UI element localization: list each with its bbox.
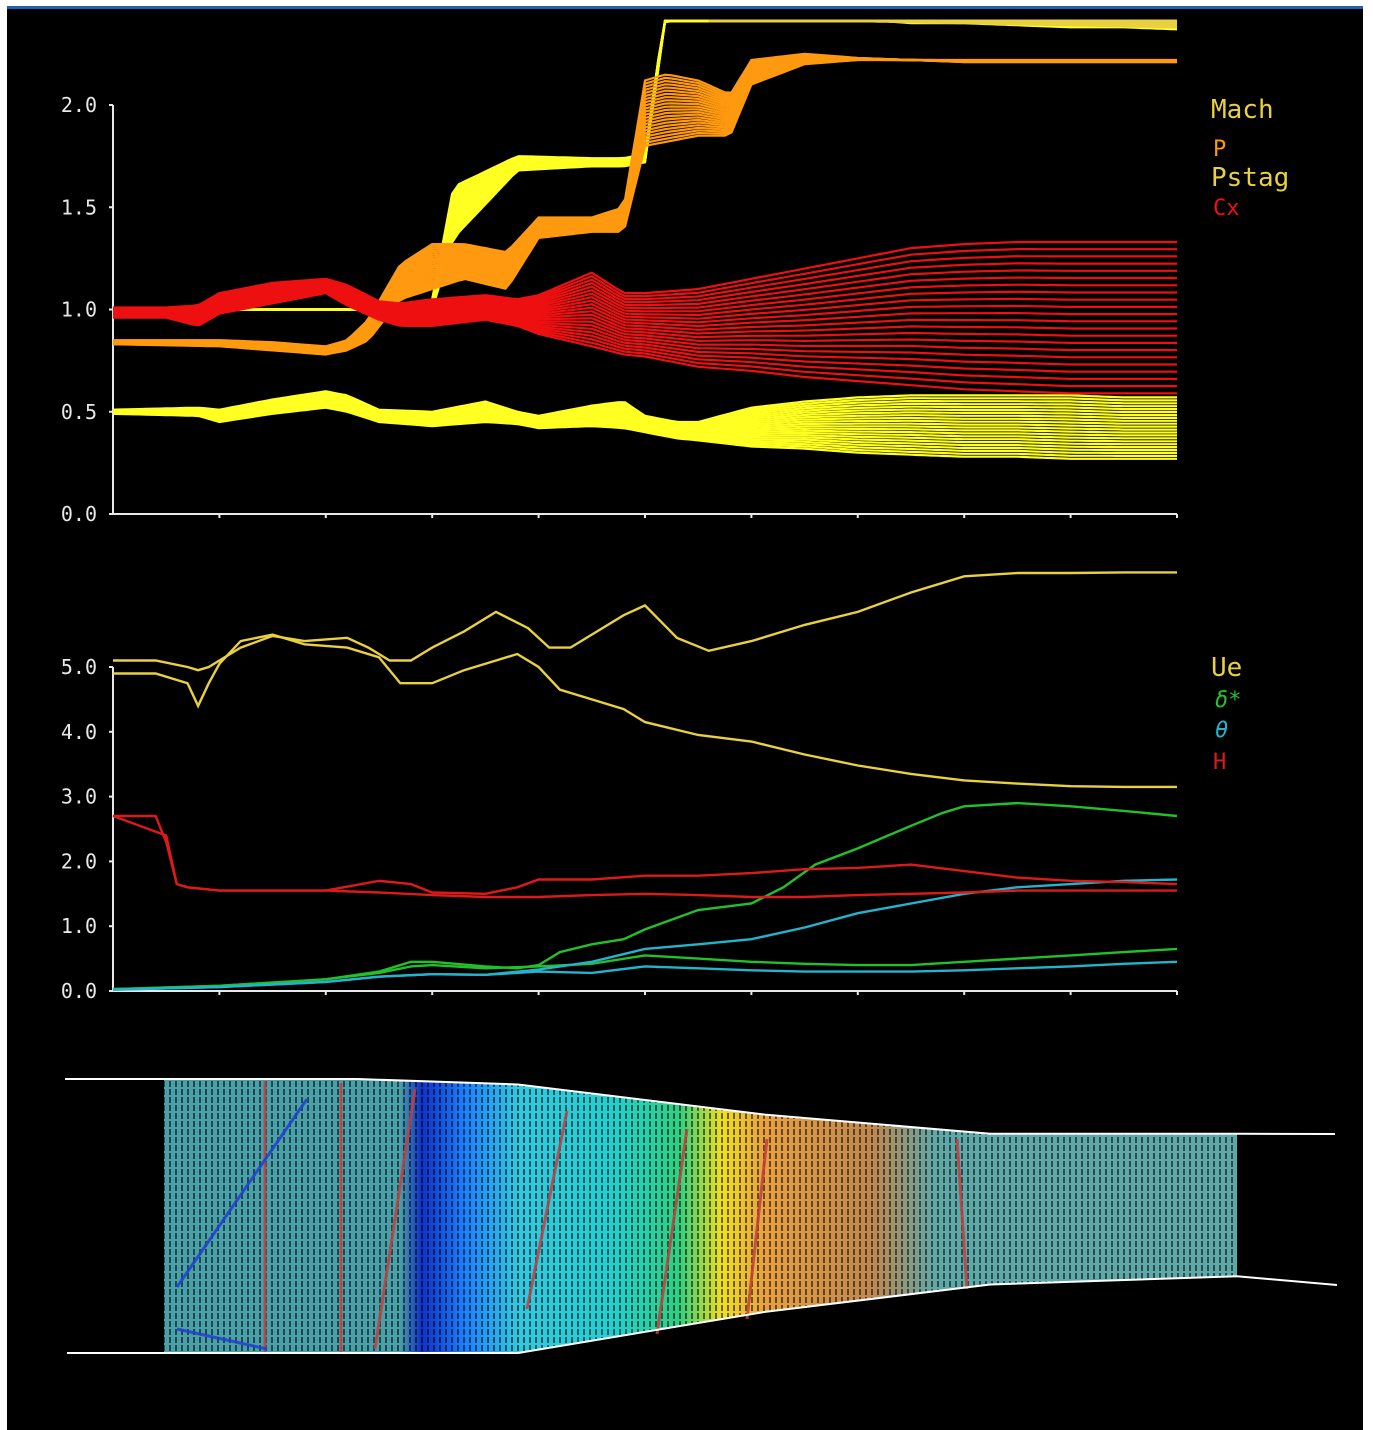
series-line — [113, 19, 1178, 311]
y-tick-label: 0.0 — [61, 502, 97, 526]
legend-p: P — [1213, 137, 1226, 162]
y-tick-label: 2.0 — [61, 849, 97, 873]
series-line — [112, 814, 1177, 899]
mesh-grid — [164, 1079, 1237, 1353]
series-line — [113, 19, 1177, 311]
y-tick-label: 3.0 — [61, 785, 97, 809]
series-line — [113, 571, 1177, 672]
series-line — [112, 960, 1178, 991]
series-line — [113, 19, 1178, 311]
mesh-body — [164, 1079, 1237, 1353]
legend-delta: δ* — [1215, 688, 1242, 713]
upper-wall — [65, 1078, 1336, 1135]
expansion-line — [176, 1327, 268, 1351]
shock-line — [955, 1138, 969, 1290]
bottom-chart: 0.0 1.0 2.0 3.0 4.0 5.0 Ue δ* θ H — [61, 571, 1242, 999]
series-line — [113, 19, 1177, 311]
series-line — [113, 19, 1178, 311]
series-line — [113, 19, 1178, 311]
series-line — [112, 947, 1178, 991]
series-line — [112, 878, 1178, 991]
lower-wall — [67, 1275, 1338, 1354]
series-line — [112, 801, 1178, 991]
nozzle-mesh-contour — [65, 1078, 1338, 1354]
bottom-chart-series — [112, 571, 1178, 991]
y-tick-label: 0.0 — [61, 979, 97, 999]
series-line — [113, 19, 1178, 311]
y-tick-label: 0.5 — [61, 400, 97, 424]
series-line — [113, 19, 1177, 311]
legend-theta: θ — [1215, 718, 1228, 743]
y-tick-label: 2.0 — [61, 93, 97, 117]
shock-line — [655, 1128, 689, 1335]
shock-line — [745, 1138, 769, 1320]
series-line — [112, 390, 1177, 424]
series-line — [113, 19, 1177, 311]
legend-cx: Cx — [1213, 196, 1240, 221]
nozzle-walls — [65, 1078, 1338, 1354]
series-line — [113, 52, 1177, 348]
series-pstag — [708, 19, 1178, 29]
series-line — [113, 814, 1178, 896]
series-p — [112, 52, 1177, 356]
series-line — [113, 19, 1177, 311]
legend-h: H — [1213, 750, 1226, 775]
series-line — [113, 19, 1177, 311]
series-line — [113, 19, 1177, 311]
series-H — [112, 814, 1178, 899]
expansion-line — [175, 1098, 309, 1288]
top-chart-axes: 0.0 0.5 1.0 1.5 2.0 — [61, 93, 1178, 526]
legend-mach: Mach — [1211, 95, 1274, 125]
series-line — [113, 19, 1178, 311]
shock-line — [525, 1110, 569, 1310]
top-chart-series — [112, 19, 1178, 460]
series-line — [113, 19, 1177, 311]
series-cx — [113, 240, 1177, 395]
series-line — [113, 240, 1177, 309]
series-θ — [112, 878, 1178, 991]
series-line — [113, 19, 1178, 311]
series-Ue — [113, 571, 1177, 789]
top-chart: 0.0 0.5 1.0 1.5 2.0 Mach P Pstag Cx — [61, 19, 1289, 526]
bottom-chart-axes: 0.0 1.0 2.0 3.0 4.0 5.0 — [61, 655, 1178, 999]
top-chart-legend: Mach P Pstag Cx — [1211, 95, 1289, 221]
series-line — [113, 19, 1177, 311]
series-line — [113, 19, 1177, 311]
series-line — [113, 19, 1177, 311]
y-tick-label: 1.5 — [61, 195, 97, 219]
y-tick-label: 4.0 — [61, 720, 97, 744]
y-tick-label: 5.0 — [61, 655, 97, 679]
y-tick-label: 1.0 — [61, 914, 97, 938]
series-line — [113, 19, 1177, 311]
figure-frame: 0.0 0.5 1.0 1.5 2.0 Mach P Pstag Cx 0.0 1.0 2.… — [7, 6, 1363, 1430]
series-line — [113, 19, 1177, 311]
series-line — [113, 19, 1177, 311]
legend-ue: Ue — [1211, 653, 1242, 683]
series-line — [113, 19, 1177, 311]
series-δ* — [112, 801, 1178, 991]
shock-line — [373, 1088, 417, 1350]
bottom-chart-legend: Ue δ* θ H — [1211, 653, 1242, 775]
series-line — [113, 633, 1177, 789]
legend-pstag: Pstag — [1211, 163, 1289, 193]
y-tick-label: 1.0 — [61, 298, 97, 322]
